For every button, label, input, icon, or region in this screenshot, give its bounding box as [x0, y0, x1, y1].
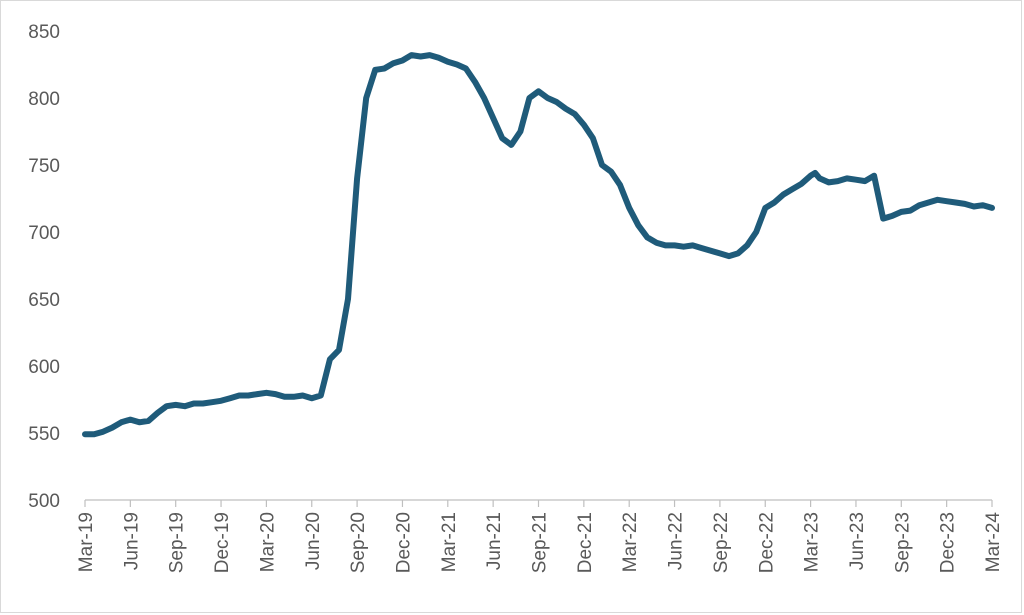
y-axis-tick-labels: 500 550 600 650 700 750 800 850 [28, 22, 60, 512]
y-tick-label: 500 [28, 491, 60, 512]
x-tick-label: Dec-22 [756, 512, 777, 573]
x-tick-label: Sep-20 [348, 512, 369, 573]
x-tick-label: Mar-21 [439, 512, 460, 572]
y-tick-label: 750 [28, 156, 60, 177]
x-tick-label: Dec-20 [393, 512, 414, 573]
y-tick-label: 650 [28, 290, 60, 311]
x-tick-label: Dec-23 [938, 512, 959, 573]
x-axis-tick-labels: Mar-19 Jun-19 Sep-19 Dec-19 Mar-20 Jun-20 Sep-… [76, 512, 1004, 574]
y-tick-label: 700 [28, 223, 60, 244]
y-tick-label: 850 [28, 22, 60, 43]
x-tick-label: Mar-19 [76, 512, 97, 572]
x-tick-label: Sep-19 [167, 512, 188, 573]
x-tick-label: Sep-22 [711, 512, 732, 573]
x-tick-label: Mar-22 [620, 512, 641, 572]
x-tick-label: Jun-19 [121, 512, 142, 570]
x-tick-label: Mar-23 [802, 512, 823, 572]
x-tick-label: Jun-22 [666, 512, 687, 570]
y-tick-label: 800 [28, 89, 60, 110]
x-tick-label: Mar-20 [257, 512, 278, 572]
x-tick-label: Jun-20 [303, 512, 324, 570]
y-tick-label: 550 [28, 424, 60, 445]
x-tick-label: Dec-19 [212, 512, 233, 573]
x-tick-label: Mar-24 [983, 512, 1004, 573]
x-tick-label: Sep-23 [892, 512, 913, 573]
x-tick-label: Dec-21 [575, 512, 596, 573]
x-tick-label: Sep-21 [530, 512, 551, 573]
x-tick-label: Jun-23 [847, 512, 868, 570]
x-axis-ticks [84, 500, 993, 507]
series-line [82, 52, 995, 438]
x-tick-label: Jun-21 [484, 512, 505, 570]
y-tick-label: 600 [28, 357, 60, 378]
